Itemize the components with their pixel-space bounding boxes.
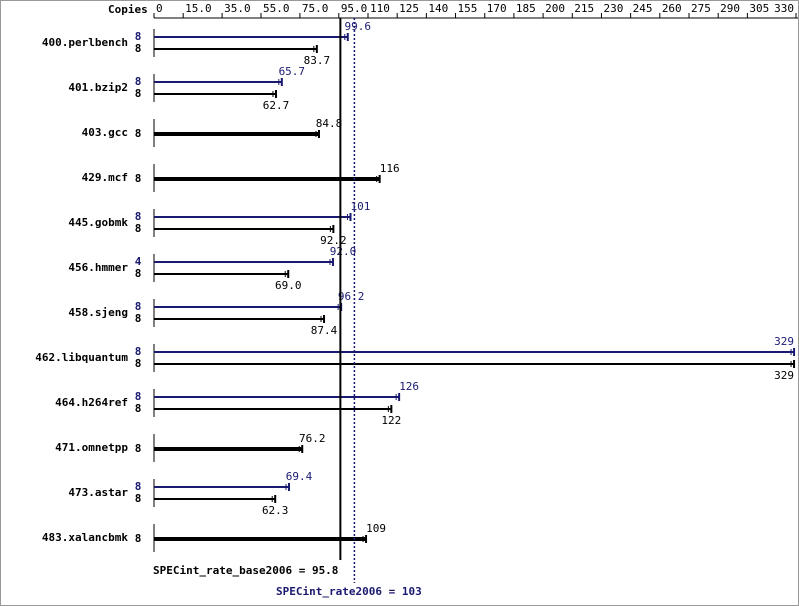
copies-label: 4 (135, 255, 142, 268)
value-label: 87.4 (311, 324, 338, 337)
copies-label: 8 (135, 390, 142, 403)
bar (154, 36, 348, 38)
bar (154, 216, 351, 218)
copies-label: 8 (135, 75, 142, 88)
value-label: 99.6 (345, 20, 372, 33)
bar (154, 261, 333, 263)
benchmark-label: 400.perlbench (42, 36, 128, 49)
copies-label: 8 (135, 345, 142, 358)
copies-label: 8 (135, 442, 142, 455)
benchmark-label: 462.libquantum (35, 351, 128, 364)
copies-label: 8 (135, 42, 142, 55)
x-tick-label: 15.0 (185, 2, 212, 15)
bar (154, 228, 334, 230)
benchmark-label: 483.xalancbmk (42, 531, 128, 544)
copies-label: 8 (135, 267, 142, 280)
reference-label: SPECint_rate2006 = 103 (276, 585, 422, 598)
x-tick-label: 260 (662, 2, 682, 15)
x-tick-label: 155 (458, 2, 478, 15)
bar (154, 351, 795, 353)
bar (154, 447, 303, 451)
value-label: 76.2 (299, 432, 326, 445)
value-label: 69.0 (275, 279, 302, 292)
bar (154, 363, 795, 365)
benchmark-label: 401.bzip2 (68, 81, 128, 94)
x-tick-label: 140 (428, 2, 448, 15)
bar (154, 132, 319, 136)
value-label: 122 (381, 414, 401, 427)
value-label: 92.0 (330, 245, 357, 258)
value-label: 65.7 (279, 65, 306, 78)
benchmark-label: 456.hmmer (68, 261, 128, 274)
x-tick-label: 185 (516, 2, 536, 15)
value-label: 329 (774, 335, 794, 348)
copies-label: 8 (135, 300, 142, 313)
bar (154, 93, 276, 95)
reference-label: SPECint_rate_base2006 = 95.8 (153, 564, 338, 577)
x-tick-label: 75.0 (302, 2, 329, 15)
value-label: 69.4 (286, 470, 313, 483)
copies-header: Copies (108, 3, 148, 16)
copies-label: 8 (135, 492, 142, 505)
copies-label: 8 (135, 312, 142, 325)
bar (154, 408, 392, 410)
value-label: 62.7 (263, 99, 290, 112)
benchmark-label: 471.omnetpp (55, 441, 128, 454)
value-label: 62.3 (262, 504, 289, 517)
copies-label: 8 (135, 402, 142, 415)
x-tick-label: 215 (574, 2, 594, 15)
value-label: 96.2 (338, 290, 365, 303)
value-label: 109 (366, 522, 386, 535)
x-tick-label: 95.0 (341, 2, 368, 15)
value-label: 84.8 (316, 117, 343, 130)
x-tick-label: 110 (370, 2, 390, 15)
value-label: 101 (351, 200, 371, 213)
bar (154, 81, 282, 83)
x-tick-label: 245 (633, 2, 653, 15)
benchmark-label: 429.mcf (82, 171, 128, 184)
copies-label: 8 (135, 127, 142, 140)
bar (154, 498, 276, 500)
bar (154, 306, 342, 308)
value-label: 116 (380, 162, 400, 175)
bar (154, 48, 317, 50)
copies-label: 8 (135, 357, 142, 370)
copies-label: 8 (135, 87, 142, 100)
copies-label: 8 (135, 30, 142, 43)
benchmark-label: 445.gobmk (68, 216, 128, 229)
x-tick-label: 125 (399, 2, 419, 15)
bar (154, 318, 325, 320)
bar (154, 396, 400, 398)
copies-label: 8 (135, 222, 142, 235)
copies-label: 8 (135, 480, 142, 493)
x-tick-label: 275 (691, 2, 711, 15)
x-tick-label: 305 (749, 2, 769, 15)
x-tick-label: 230 (603, 2, 623, 15)
value-label: 83.7 (304, 54, 331, 67)
x-tick-label: 35.0 (224, 2, 251, 15)
copies-label: 8 (135, 532, 142, 545)
benchmark-label: 403.gcc (82, 126, 128, 139)
x-tick-label: 0 (156, 2, 163, 15)
value-label: 329 (774, 369, 794, 382)
x-tick-label: 330 (774, 2, 794, 15)
bar (154, 177, 380, 181)
copies-label: 8 (135, 210, 142, 223)
x-tick-label: 200 (545, 2, 565, 15)
x-tick-label: 55.0 (263, 2, 290, 15)
benchmark-label: 458.sjeng (68, 306, 128, 319)
benchmark-label: 464.h264ref (55, 396, 128, 409)
bar (154, 273, 289, 275)
copies-label: 8 (135, 172, 142, 185)
x-tick-label: 170 (487, 2, 507, 15)
x-tick-label: 290 (720, 2, 740, 15)
value-label: 126 (399, 380, 419, 393)
bar (154, 537, 367, 541)
bar (154, 486, 290, 488)
benchmark-label: 473.astar (68, 486, 128, 499)
